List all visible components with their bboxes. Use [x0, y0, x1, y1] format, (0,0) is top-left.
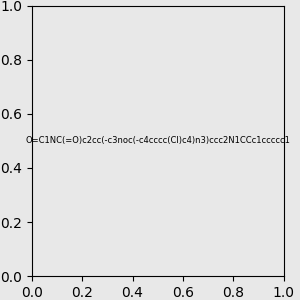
Text: O=C1NC(=O)c2cc(-c3noc(-c4cccc(Cl)c4)n3)ccc2N1CCc1ccccc1: O=C1NC(=O)c2cc(-c3noc(-c4cccc(Cl)c4)n3)c… — [25, 136, 290, 146]
